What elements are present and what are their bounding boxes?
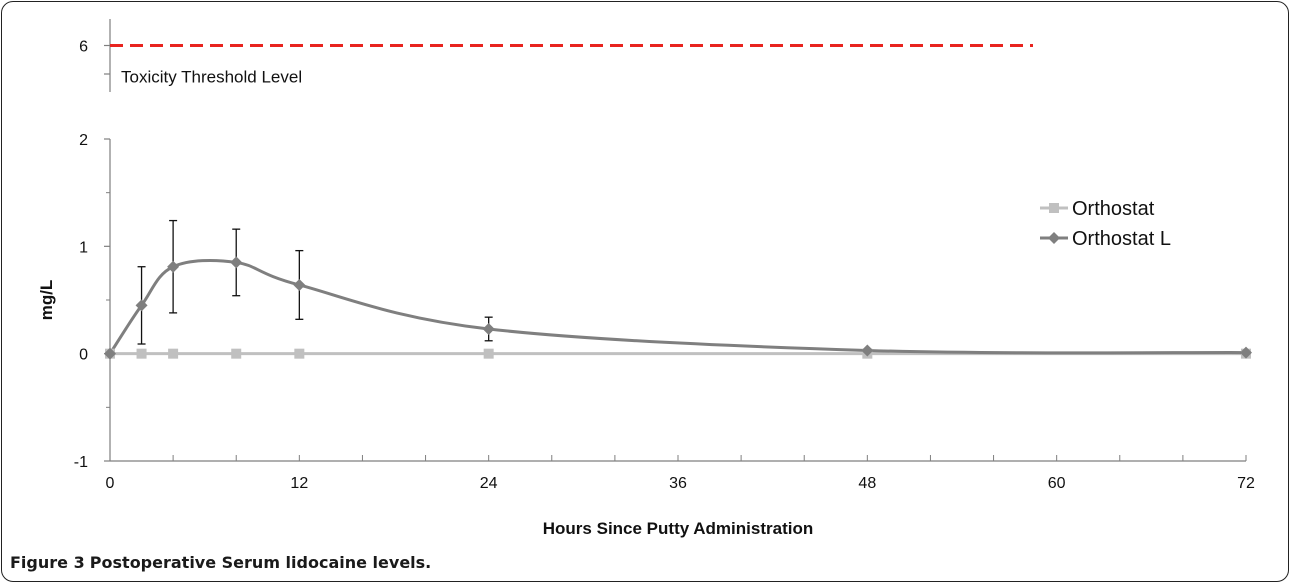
x-axis-title: Hours Since Putty Administration (543, 519, 813, 538)
x-tick-label: 0 (106, 475, 115, 492)
series-1-point (230, 256, 243, 269)
series-1-point (1240, 346, 1252, 359)
y-tick-label-main: 0 (79, 347, 88, 364)
y-tick-label-main: 2 (79, 132, 88, 149)
y-tick-label-top: 6 (79, 39, 88, 56)
legend-label-0: Orthostat (1072, 198, 1155, 220)
caption-label: Figure 3 (10, 553, 85, 572)
series-1-point (861, 344, 874, 357)
caption-text: Postoperative Serum lidocaine levels. (89, 553, 432, 572)
series-0-point (294, 348, 305, 359)
series-1-point (135, 299, 148, 312)
x-tick-label: 72 (1237, 475, 1255, 492)
series-1-point (293, 278, 306, 291)
series-0-point (483, 348, 494, 359)
x-tick-label: 60 (1048, 475, 1066, 492)
legend-marker-1 (1048, 232, 1060, 244)
series-0-point (168, 348, 179, 359)
y-axis-title: mg/L (37, 280, 56, 321)
series-1-point (167, 260, 180, 273)
y-tick-label-main: 1 (79, 239, 88, 256)
x-tick-label: 12 (290, 475, 308, 492)
toxicity-threshold-label: Toxicity Threshold Level (121, 68, 302, 87)
x-tick-label: 24 (480, 475, 498, 492)
series-line-1 (108, 259, 1247, 355)
legend-label-1: Orthostat L (1072, 228, 1171, 250)
series-0-point (231, 348, 242, 359)
legend-marker-0 (1049, 203, 1059, 213)
y-tick-label-main: -1 (74, 454, 88, 471)
series-0-point (136, 348, 147, 359)
x-tick-label: 48 (858, 475, 876, 492)
series-1-point (482, 322, 495, 335)
figure-caption: Figure 3 Postoperative Serum lidocaine l… (10, 553, 431, 572)
series-1-point (104, 347, 116, 360)
x-tick-label: 36 (669, 475, 687, 492)
